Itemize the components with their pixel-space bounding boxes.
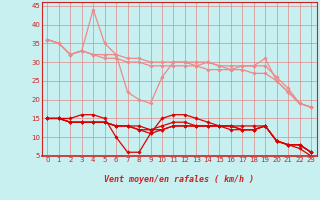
X-axis label: Vent moyen/en rafales ( km/h ): Vent moyen/en rafales ( km/h ) bbox=[104, 174, 254, 184]
